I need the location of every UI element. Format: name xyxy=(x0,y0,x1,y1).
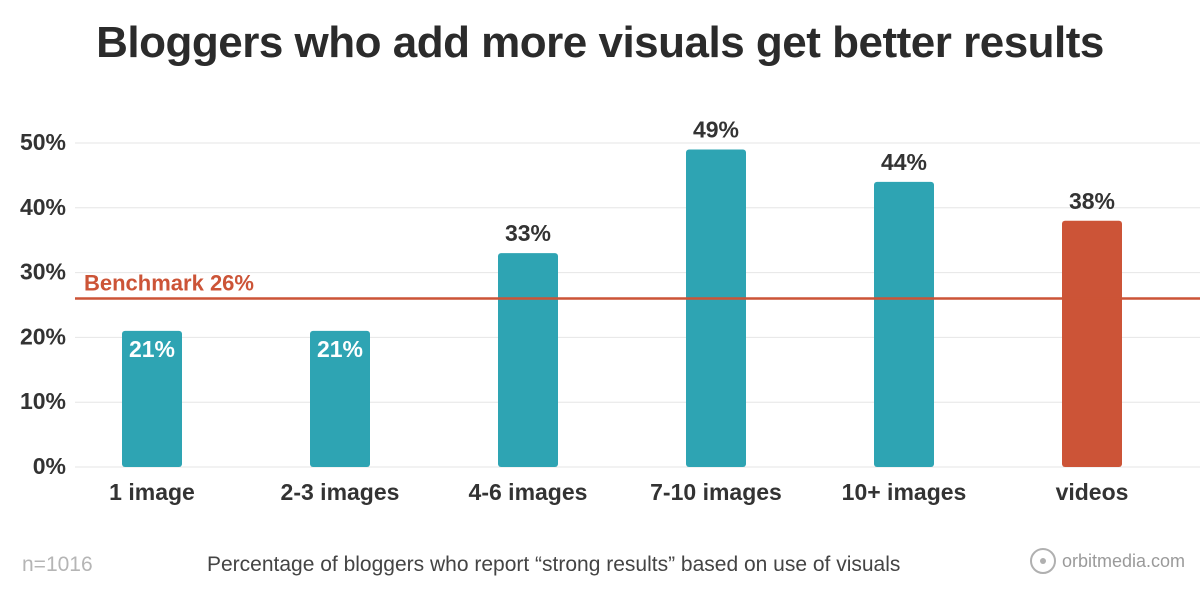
value-labels: 21% 21% 33% 49% 44% 38% xyxy=(129,116,1115,361)
category-label: videos xyxy=(1056,479,1129,505)
bar-2-3-images xyxy=(310,330,370,467)
y-tick-label: 30% xyxy=(20,259,66,285)
chart-caption: Percentage of bloggers who report “stron… xyxy=(207,553,901,576)
sample-size-note: n=1016 xyxy=(22,553,93,576)
value-label: 44% xyxy=(881,149,927,175)
bars xyxy=(122,149,1122,468)
category-label: 1 image xyxy=(109,479,195,505)
chart-title: Bloggers who add more visuals get better… xyxy=(96,18,1104,67)
bar-7-10-images xyxy=(686,149,746,468)
y-axis-ticks: 0% 10% 20% 30% 40% 50% xyxy=(20,129,66,479)
category-labels: 1 image 2-3 images 4-6 images 7-10 images 10… xyxy=(109,479,1128,505)
value-label: 38% xyxy=(1069,188,1115,214)
y-tick-label: 40% xyxy=(20,194,66,220)
value-label: 33% xyxy=(505,220,551,246)
benchmark-label: Benchmark 26% xyxy=(84,271,254,296)
bar-10-images xyxy=(874,181,934,467)
value-label: 49% xyxy=(693,116,739,142)
brand-name: orbitmedia.com xyxy=(1062,550,1186,571)
category-label: 7-10 images xyxy=(650,479,782,505)
category-label: 4-6 images xyxy=(469,479,588,505)
y-tick-label: 0% xyxy=(33,453,66,479)
bar-4-6-images xyxy=(498,253,558,467)
bar-videos xyxy=(1062,220,1122,467)
category-label: 2-3 images xyxy=(281,479,400,505)
y-tick-label: 10% xyxy=(20,388,66,414)
gridlines xyxy=(75,142,1200,468)
benchmark: Benchmark 26% xyxy=(75,271,1200,300)
orbit-logo-icon xyxy=(1030,548,1056,574)
value-label: 21% xyxy=(317,336,363,362)
value-label: 21% xyxy=(129,336,175,362)
y-tick-label: 20% xyxy=(20,323,66,349)
category-label: 10+ images xyxy=(842,479,967,505)
bar-1-image xyxy=(122,330,182,467)
brand-logo: orbitmedia.com xyxy=(1030,548,1185,574)
bar-chart: 0% 10% 20% 30% 40% 50% Benchmark 26% 21% 21% 33… xyxy=(20,116,1200,505)
y-tick-label: 50% xyxy=(20,129,66,155)
